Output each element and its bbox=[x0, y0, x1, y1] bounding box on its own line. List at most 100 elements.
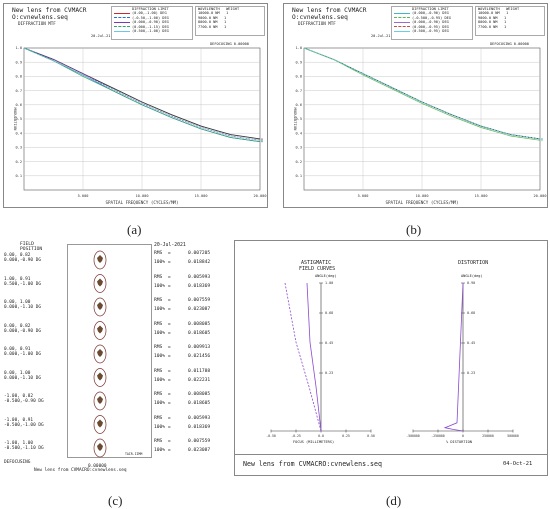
astig-xlabel: FOCUS (MILLIMETERS) bbox=[293, 440, 335, 444]
panel-d: 1.00 0.68 0.45 0.23 -0.50 -0.25 0.0 0.25 0.50 0.9… bbox=[234, 240, 548, 476]
legend-swatch bbox=[394, 17, 410, 19]
spot-blob bbox=[97, 302, 103, 310]
x-tick-label-dist: 0 bbox=[462, 434, 464, 438]
y-tick-label-a: 0.4 bbox=[16, 131, 23, 135]
field-position-value: 0.00, 0.82 bbox=[4, 323, 31, 329]
rms-value: 0.005993 bbox=[188, 415, 211, 421]
wavelength-row-b: 7700.0 NM 1 bbox=[478, 24, 507, 29]
x-tick-label-dist: 500000 bbox=[507, 434, 519, 438]
series-end-marker-a: × bbox=[261, 138, 263, 142]
y-tick-label-a: 0.7 bbox=[16, 89, 23, 93]
pct-label: 100% = bbox=[154, 401, 171, 406]
legend-title-a: DIFFRACTION LIMIT bbox=[132, 7, 169, 11]
rms-value: 0.007559 bbox=[188, 298, 211, 303]
x-tick-label-a: 20.000 bbox=[254, 194, 267, 198]
x-tick-label-astig: 0.25 bbox=[342, 434, 350, 438]
panel-a: 0.1 0.2 0.3 0.4 0.5 0.6 0.7 0.8 0.9 1.0 5.000 10.00… bbox=[3, 3, 268, 208]
legend-entry: (0.000,-0.90) DEG bbox=[112, 20, 192, 24]
rms-label: RMS = bbox=[154, 298, 171, 303]
x-axis-label-a: SPATIAL FREQUENCY (CYCLES/MM) bbox=[105, 200, 178, 205]
legend-swatch bbox=[394, 30, 410, 32]
rms-label: RMS = bbox=[154, 274, 171, 280]
y-tick-label-b: 0.4 bbox=[296, 131, 303, 135]
series-end-marker-b: × bbox=[541, 138, 543, 142]
legend-label: (0.500,-0.95) DEG bbox=[412, 28, 449, 33]
legend-label: (0.000,-1.15) DEG bbox=[132, 24, 169, 29]
wavelength-row-a: 9000.0 NM 1 bbox=[198, 15, 227, 20]
y-tick-label-b: 0.8 bbox=[296, 75, 303, 79]
field-position-angle: 0.000,-1.00 DG bbox=[4, 352, 42, 357]
y-axis-label-b: MODULATION bbox=[293, 108, 298, 132]
field-position-value: 1.00, 0.91 bbox=[4, 276, 31, 282]
y-axis-label-a: MODULATION bbox=[13, 108, 18, 132]
y-tick-label-a: 0.5 bbox=[16, 117, 23, 121]
mtf-chart-a: 0.1 0.2 0.3 0.4 0.5 0.6 0.7 0.8 0.9 1.0 5.000 10.00… bbox=[13, 46, 267, 205]
x-tick-label-dist: -500000 bbox=[406, 434, 420, 438]
y-tick-label-a: 0.8 bbox=[16, 75, 23, 79]
field-position-angle: -0.500,-1.00 DG bbox=[4, 422, 44, 428]
y-tick-label-astig: 0.23 bbox=[325, 371, 333, 375]
legend-swatch bbox=[114, 26, 130, 28]
legend-label: (0.000,-0.90) DEG bbox=[132, 20, 169, 25]
legend-a: DIFFRACTION LIMIT (0.00,-1.00) DEG (-0.50… bbox=[111, 6, 193, 40]
pct-value: 0.021456 bbox=[188, 354, 211, 359]
legend-label: (0.000,-0.90) DEG bbox=[412, 20, 449, 25]
y-tick-label-a: 0.6 bbox=[16, 103, 23, 107]
pct-label: 100% = bbox=[154, 424, 171, 430]
y-tick-label-b: 0.2 bbox=[296, 160, 303, 164]
y-tick-label-a: 0.1 bbox=[16, 174, 23, 178]
pct-value: 0.023087 bbox=[188, 307, 211, 312]
header-block-b: New lens from CVMACR O:cvnewlens.seq DIF… bbox=[292, 7, 382, 26]
series-end-marker-a: × bbox=[261, 138, 263, 142]
spot-blob bbox=[97, 325, 103, 334]
legend-entry: (0.00,-1.00) DEG bbox=[112, 11, 192, 15]
field-position-angle: 0.000,-1.10 DG bbox=[4, 305, 42, 310]
wavelength-box-b: WAVELENGTH WEIGHT 10000.0 NM 1 9000.0 NM… bbox=[475, 6, 545, 36]
wavelength-row-b: 10000.0 NM 1 bbox=[478, 11, 509, 16]
pct-value: 0.018842 bbox=[188, 260, 211, 265]
legend-entry: (0.500,-0.95) DEG bbox=[392, 29, 472, 33]
series-line-a bbox=[23, 47, 261, 143]
series-end-marker-a: × bbox=[261, 140, 263, 144]
wavelength-box-a: WAVELENGTH WEIGHT 10000.0 NM 1 9000.0 NM… bbox=[195, 6, 265, 36]
caption-d: (d) bbox=[386, 493, 402, 508]
legend-label: (0.500,-1.00) DEG bbox=[132, 28, 169, 33]
y-tick-label-a: 0.9 bbox=[16, 60, 23, 64]
field-position-value: -1.00, 0.82 bbox=[4, 394, 34, 399]
field-position-value: 0.00, 1.00 bbox=[4, 300, 31, 305]
wavelength-header-a: WAVELENGTH WEIGHT bbox=[198, 7, 240, 11]
y-tick-label-dist: 0.90 bbox=[467, 281, 475, 285]
y-tick-label-astig: 0.45 bbox=[325, 341, 333, 345]
series-line-a bbox=[23, 47, 261, 141]
rms-value: 0.008085 bbox=[188, 392, 211, 397]
series-end-marker-b: × bbox=[541, 137, 543, 141]
series-line-b bbox=[303, 47, 541, 140]
field-position-angle: 0.000,-0.90 DG bbox=[4, 328, 42, 334]
legend-title-b: DIFFRACTION LIMIT bbox=[412, 7, 449, 11]
legend-swatch bbox=[114, 30, 130, 32]
footer-date-d: 04-Oct-21 bbox=[503, 461, 533, 467]
x-tick-label-dist: -250000 bbox=[431, 434, 445, 438]
defocus-label-a: DEFOCUSING 0.00000 bbox=[210, 42, 249, 46]
rms-label: RMS = bbox=[154, 368, 171, 374]
legend-label: (-0.500,-0.95) DEG bbox=[412, 15, 451, 20]
field-position-header: FIELD POSITION bbox=[20, 242, 43, 253]
pct-label: 100% = bbox=[154, 330, 171, 336]
legend-entry: (-0.500,-0.95) DEG bbox=[392, 16, 472, 20]
rms-value: 0.005993 bbox=[188, 274, 211, 280]
defocusing-label: DEFOCUSING bbox=[4, 460, 31, 465]
astig-title-1: ASTIGMATIC bbox=[301, 260, 332, 266]
x-tick-label-astig: -0.50 bbox=[266, 434, 276, 438]
series-end-marker-b: × bbox=[541, 137, 543, 141]
legend-label: (0.000,-0.95) DEG bbox=[412, 24, 449, 29]
dist-angle-label: ANGLE(deg) bbox=[461, 274, 483, 278]
y-tick-label-a: 0.3 bbox=[16, 146, 23, 150]
header-sub-b: O:cvnewlens.seq bbox=[292, 14, 348, 21]
caption-a: (a) bbox=[127, 222, 142, 237]
y-tick-label-b: 0.1 bbox=[296, 174, 303, 178]
caption-c: (c) bbox=[108, 493, 123, 508]
legend-entry: (-0.50,-1.00) DEG bbox=[112, 16, 192, 20]
y-tick-label-astig: 0.68 bbox=[325, 311, 333, 315]
astig-title-2: FIELD CURVES bbox=[299, 266, 336, 272]
legend-label: (-0.50,-1.00) DEG bbox=[132, 15, 169, 20]
